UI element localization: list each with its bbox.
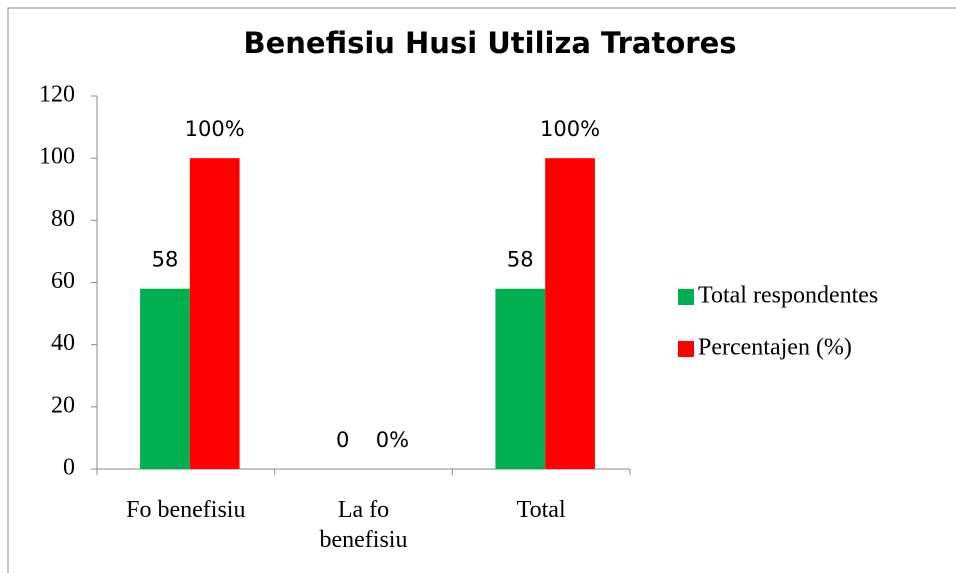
data-label: 100% xyxy=(185,117,245,141)
legend-label: Total respondentes xyxy=(698,283,878,309)
legend-label: Percentajen (%) xyxy=(698,335,852,361)
y-tick-label: 100 xyxy=(39,144,75,170)
chart-title: Benefisiu Husi Utiliza Tratores xyxy=(244,26,737,60)
y-tick-label: 80 xyxy=(51,206,75,232)
y-tick-label: 120 xyxy=(39,82,75,108)
y-tick-label: 0 xyxy=(63,455,75,481)
data-label: 100% xyxy=(540,117,600,141)
y-tick-label: 40 xyxy=(51,330,75,356)
bar xyxy=(189,158,240,469)
data-label: 0 xyxy=(336,428,349,452)
y-tick-label: 20 xyxy=(51,392,75,418)
legend-swatch xyxy=(678,341,694,357)
bar xyxy=(545,158,595,469)
bar xyxy=(495,288,546,469)
data-label: 58 xyxy=(152,248,179,272)
x-tick-label: Total xyxy=(516,497,566,523)
legend-swatch xyxy=(678,289,694,305)
x-tick-label: Fo benefisiu xyxy=(126,497,246,523)
data-label: 58 xyxy=(507,248,534,272)
data-label: 0% xyxy=(376,428,409,452)
x-tick-label: La fo benefisiu xyxy=(319,497,408,553)
bar xyxy=(140,288,190,469)
y-tick-label: 60 xyxy=(51,268,75,294)
frame xyxy=(7,7,956,573)
